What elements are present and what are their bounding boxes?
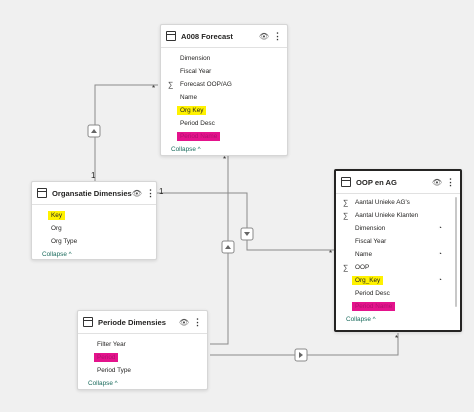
- visibility-eye-icon[interactable]: 👁: [131, 188, 142, 198]
- hidden-eye-icon[interactable]: ◔: [437, 277, 442, 284]
- field-name: Period Desc: [355, 290, 390, 297]
- field-row[interactable]: ∑ Aantal Unieke AG's: [336, 196, 460, 209]
- collapse-link[interactable]: Collapse ^: [88, 380, 118, 387]
- table-card-oop[interactable]: OOP en AG 👁 ⋮ ∑ Aantal Unieke AG's ∑ Aantal…: [334, 169, 462, 332]
- table-card-organisatie[interactable]: Organsatie Dimensies 👁 ⋮ Key Org Org Type …: [31, 181, 157, 260]
- sigma-icon: ∑: [343, 263, 349, 272]
- field-name: Name: [355, 251, 373, 258]
- field-row[interactable]: Period: [78, 351, 207, 364]
- field-name: Org Type: [51, 238, 78, 245]
- field-row[interactable]: ∑ OOP: [336, 261, 460, 274]
- field-row[interactable]: ∑ Forecast OOP/AG: [161, 78, 287, 91]
- field-row[interactable]: Name ◔: [336, 248, 460, 261]
- table-title: Organsatie Dimensies: [52, 188, 132, 198]
- field-row[interactable]: Org: [32, 222, 156, 235]
- table-title: Periode Dimensies: [98, 317, 166, 327]
- collapse-link[interactable]: Collapse ^: [42, 251, 72, 258]
- field-name: OOP: [355, 264, 370, 271]
- visibility-eye-icon[interactable]: 👁: [431, 177, 442, 187]
- field-name: Name: [180, 94, 198, 101]
- table-card-periode[interactable]: Periode Dimensies 👁 ⋮ Filter Year Period P…: [77, 310, 208, 390]
- field-row[interactable]: Period Desc: [161, 117, 287, 130]
- table-icon: [37, 188, 47, 198]
- field-list: Filter Year Period Period Type: [78, 334, 207, 377]
- more-options-icon[interactable]: ⋮: [145, 187, 155, 198]
- field-name: Aantal Unieke AG's: [355, 199, 410, 206]
- field-name: Period: [94, 353, 119, 362]
- cardinality-forecast-many: *: [152, 84, 155, 93]
- table-header[interactable]: Periode Dimensies 👁 ⋮: [78, 311, 207, 334]
- field-name: Org_Key: [352, 276, 384, 285]
- hidden-eye-icon[interactable]: ◔: [437, 225, 442, 232]
- table-header[interactable]: OOP en AG 👁 ⋮: [336, 171, 460, 194]
- field-row[interactable]: Period Desc: [336, 287, 460, 300]
- rel-line-periode-forecast[interactable]: [210, 156, 229, 345]
- field-name: Period Name: [177, 132, 221, 141]
- field-row[interactable]: Org Key: [161, 104, 287, 117]
- field-name: Period Type: [97, 367, 131, 374]
- cardinality-org-one-a: 1: [91, 171, 96, 180]
- hidden-eye-icon[interactable]: ◔: [437, 251, 442, 258]
- field-row[interactable]: Dimension ◔: [336, 222, 460, 235]
- collapse-link[interactable]: Collapse ^: [171, 146, 201, 153]
- sigma-icon: ∑: [168, 80, 174, 89]
- field-row[interactable]: Period Name: [161, 130, 287, 143]
- cardinality-oop-many-a: *: [329, 249, 332, 258]
- table-header[interactable]: A008 Forecast 👁 ⋮: [161, 25, 287, 48]
- sigma-icon: ∑: [343, 211, 349, 220]
- field-list: ∑ Aantal Unieke AG's ∑ Aantal Unieke Klante…: [336, 194, 460, 313]
- field-list: Dimension Fiscal Year ∑ Forecast OOP/AG Name…: [161, 48, 287, 143]
- arrow-down-icon: [244, 232, 250, 236]
- field-row[interactable]: Period Name: [336, 300, 460, 313]
- visibility-eye-icon[interactable]: 👁: [178, 317, 189, 327]
- more-options-icon[interactable]: ⋮: [273, 30, 282, 41]
- table-card-forecast[interactable]: A008 Forecast 👁 ⋮ Dimension Fiscal Year ∑ F…: [160, 24, 288, 156]
- field-row[interactable]: Fiscal Year: [161, 65, 287, 78]
- rel-line-periode-oop[interactable]: [210, 333, 399, 356]
- table-icon: [341, 177, 351, 187]
- field-row[interactable]: ∑ Aantal Unieke Klanten: [336, 209, 460, 222]
- field-row[interactable]: Filter Year: [78, 338, 207, 351]
- field-row[interactable]: Dimension: [161, 52, 287, 65]
- field-name: Dimension: [180, 55, 211, 62]
- field-name: Filter Year: [97, 341, 126, 348]
- field-name: Org: [51, 225, 62, 232]
- field-list: Key Org Org Type: [32, 205, 156, 248]
- field-row[interactable]: Org_Key ◔: [336, 274, 460, 287]
- cardinality-forecast-many-b: *: [223, 155, 226, 164]
- field-name: Aantal Unieke Klanten: [355, 212, 419, 219]
- field-name: Org Key: [177, 106, 207, 115]
- arrow-right-icon: [299, 352, 303, 358]
- cardinality-org-one-b: 1: [159, 187, 164, 196]
- field-row[interactable]: Period Type: [78, 364, 207, 377]
- field-name: Fiscal Year: [355, 238, 387, 245]
- collapse-link[interactable]: Collapse ^: [346, 316, 376, 323]
- field-name: Dimension: [355, 225, 386, 232]
- field-name: Key: [48, 211, 66, 220]
- field-row[interactable]: Name: [161, 91, 287, 104]
- field-row[interactable]: Key: [32, 209, 156, 222]
- field-name: Period Desc: [180, 120, 215, 127]
- scrollbar[interactable]: [455, 197, 457, 307]
- table-title: OOP en AG: [356, 177, 397, 187]
- more-options-icon[interactable]: ⋮: [446, 176, 455, 187]
- field-row[interactable]: Fiscal Year: [336, 235, 460, 248]
- arrow-up-icon: [91, 129, 97, 133]
- field-name: Period Name: [352, 302, 396, 311]
- cardinality-oop-many-b: *: [395, 334, 398, 343]
- field-name: Forecast OOP/AG: [180, 81, 232, 88]
- table-title: A008 Forecast: [181, 31, 233, 41]
- table-header[interactable]: Organsatie Dimensies 👁 ⋮: [32, 182, 156, 205]
- more-options-icon[interactable]: ⋮: [193, 316, 202, 327]
- rel-line-forecast-org[interactable]: [94, 84, 158, 181]
- field-row[interactable]: Org Type: [32, 235, 156, 248]
- sigma-icon: ∑: [343, 198, 349, 207]
- table-icon: [83, 317, 93, 327]
- field-name: Fiscal Year: [180, 68, 212, 75]
- rel-line-org-oop[interactable]: [157, 192, 334, 251]
- table-icon: [166, 31, 176, 41]
- arrow-up-icon: [225, 245, 231, 249]
- visibility-eye-icon[interactable]: 👁: [258, 31, 269, 41]
